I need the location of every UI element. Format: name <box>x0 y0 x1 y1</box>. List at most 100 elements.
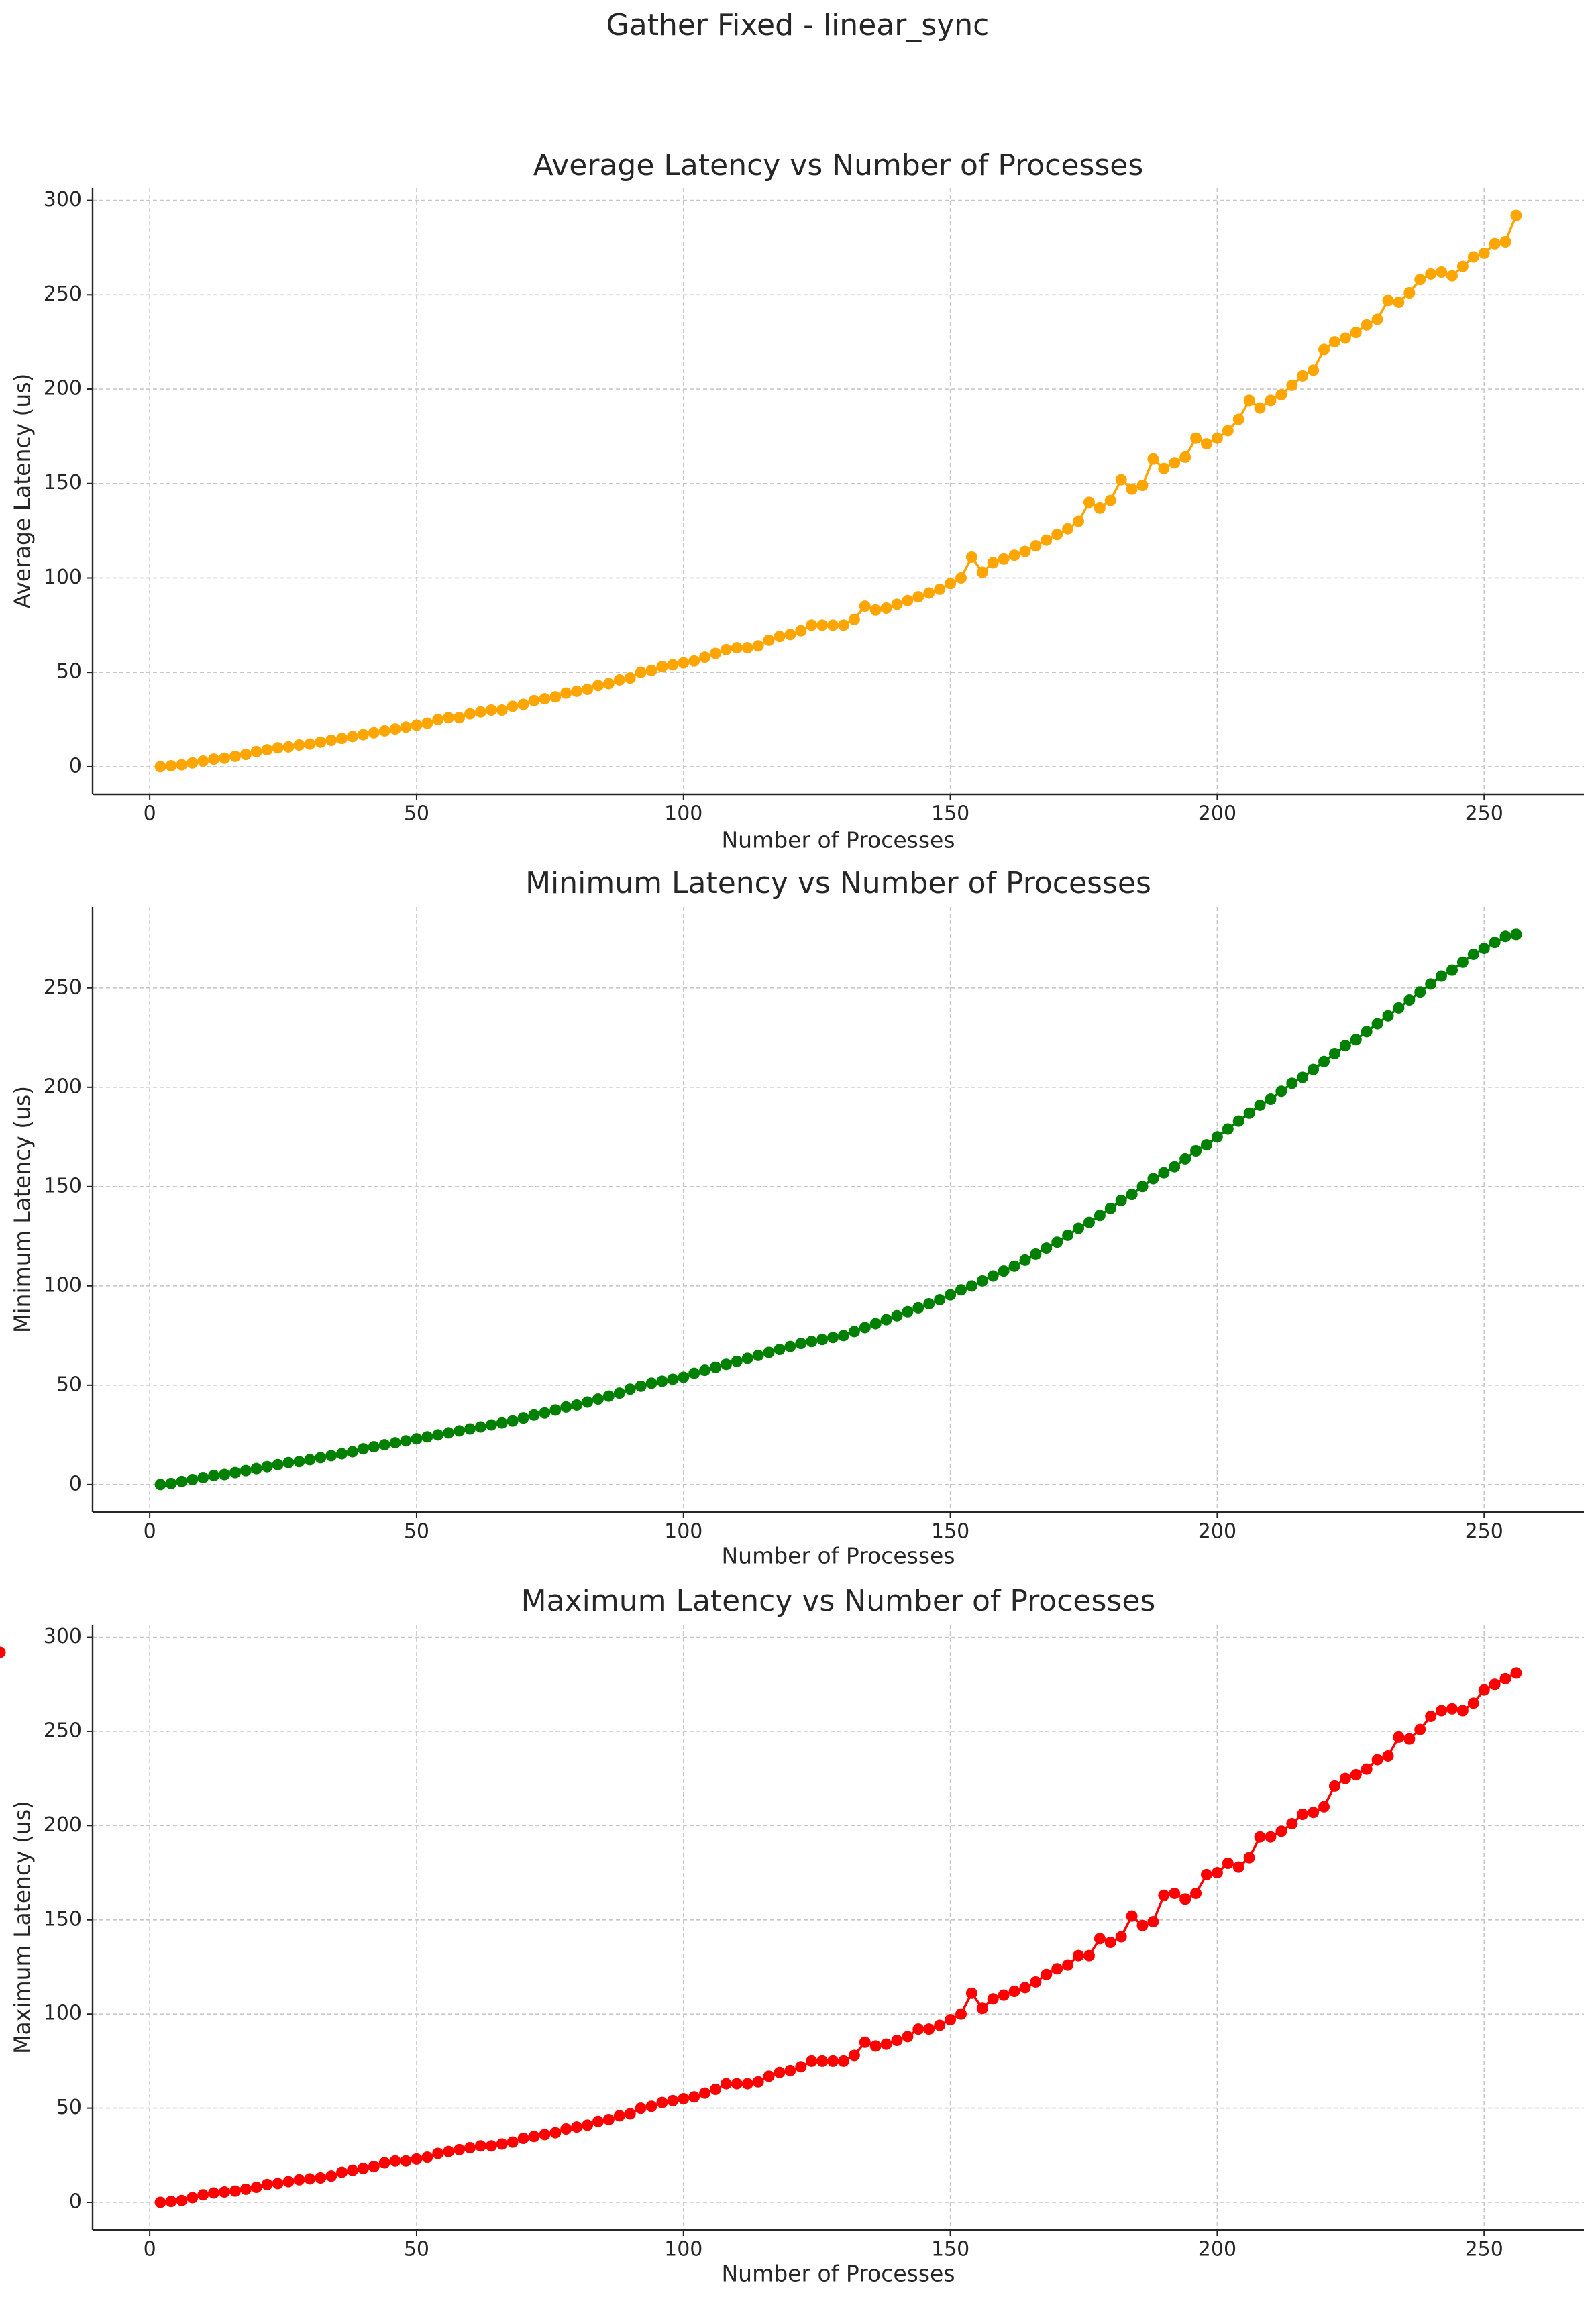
data-point <box>315 736 327 748</box>
data-point <box>250 1462 262 1475</box>
data-point <box>869 1318 882 1330</box>
data-point <box>624 672 636 684</box>
x-tick-label: 200 <box>1198 802 1236 826</box>
data-point <box>378 1439 390 1451</box>
data-point <box>432 2147 444 2159</box>
x-tick-label: 150 <box>931 1520 969 1544</box>
data-point <box>1104 494 1116 506</box>
data-point <box>1403 1733 1416 1745</box>
data-point <box>1414 274 1426 286</box>
data-point <box>197 1471 209 1483</box>
data-point <box>624 1383 636 1395</box>
data-point <box>272 1458 284 1470</box>
data-point <box>1318 1055 1330 1067</box>
data-point <box>219 752 231 764</box>
data-point <box>229 1466 241 1479</box>
data-point <box>1265 1093 1277 1106</box>
data-point <box>1200 438 1212 450</box>
data-point <box>731 1355 743 1367</box>
data-point <box>208 2187 220 2199</box>
data-point <box>806 619 818 631</box>
data-point <box>645 664 657 676</box>
data-point <box>165 760 177 772</box>
data-point <box>208 753 220 765</box>
data-point <box>784 629 796 641</box>
data-point <box>987 1993 999 2005</box>
data-point <box>336 733 348 745</box>
data-point <box>1136 480 1149 492</box>
y-tick-label: 200 <box>44 1075 82 1098</box>
y-tick-label: 50 <box>56 2096 82 2119</box>
data-point <box>752 1349 764 1361</box>
data-point <box>1489 937 1501 949</box>
data-point <box>1147 1173 1159 1185</box>
x-tick-label: 250 <box>1465 802 1503 826</box>
data-point <box>293 2174 305 2186</box>
data-point <box>1158 1167 1170 1179</box>
data-point <box>582 2119 594 2131</box>
data-point <box>368 2161 380 2173</box>
data-point <box>1446 270 1458 282</box>
data-point <box>945 1289 957 1301</box>
data-point <box>1243 1107 1255 1119</box>
data-point <box>1436 266 1448 278</box>
data-point <box>315 1452 327 1464</box>
data-point <box>945 578 957 590</box>
y-axis-label: Minimum Latency (us) <box>9 1086 36 1333</box>
data-point <box>1446 964 1458 976</box>
data-point <box>763 1346 775 1358</box>
y-tick-label: 150 <box>44 471 82 494</box>
data-point <box>1062 1959 1074 1971</box>
y-tick-label: 50 <box>56 1373 82 1396</box>
data-point <box>976 566 988 578</box>
data-point <box>645 1377 657 1389</box>
x-tick-label: 50 <box>404 802 429 826</box>
data-point <box>315 2172 327 2184</box>
y-tick-label: 100 <box>44 2002 82 2025</box>
data-point <box>539 1407 551 1419</box>
data-point <box>411 2153 423 2165</box>
data-point <box>1147 453 1159 465</box>
data-point <box>176 759 188 771</box>
data-point <box>848 1326 860 1338</box>
data-point <box>368 1441 380 1453</box>
x-tick-label: 200 <box>1198 2238 1236 2261</box>
data-point <box>517 2133 529 2145</box>
data-point <box>187 2192 199 2204</box>
data-point <box>1083 496 1095 509</box>
x-tick-label: 100 <box>664 2238 702 2261</box>
data-point <box>1041 1968 1053 1980</box>
data-point <box>229 2185 241 2197</box>
data-point <box>1083 1216 1095 1228</box>
data-point <box>378 2157 390 2169</box>
chart-title: Minimum Latency vs Number of Processes <box>525 866 1151 900</box>
data-point <box>945 2014 957 2026</box>
data-point <box>154 761 166 773</box>
data-point <box>923 587 935 599</box>
data-point <box>549 691 562 703</box>
data-point <box>1008 1985 1020 1997</box>
data-point <box>912 591 924 603</box>
data-point <box>965 1987 977 1999</box>
data-point <box>667 1373 679 1385</box>
data-point <box>784 1340 796 1352</box>
data-point <box>752 640 764 652</box>
y-tick-label: 200 <box>44 377 82 400</box>
data-point <box>1403 286 1416 299</box>
data-point <box>1169 1161 1181 1173</box>
data-point <box>485 704 497 716</box>
data-point <box>443 1427 455 1439</box>
data-point <box>1350 1769 1362 1781</box>
data-point <box>272 742 284 754</box>
data-point <box>528 694 540 706</box>
data-point <box>517 1412 529 1424</box>
y-tick-label: 50 <box>56 660 82 684</box>
x-axis-label: Number of Processes <box>721 827 955 853</box>
data-point <box>464 1423 476 1435</box>
data-point <box>496 1417 508 1429</box>
data-point <box>346 731 358 743</box>
data-point <box>667 2094 679 2106</box>
data-point <box>485 2140 497 2152</box>
data-point <box>240 1464 252 1477</box>
data-point <box>229 750 241 762</box>
